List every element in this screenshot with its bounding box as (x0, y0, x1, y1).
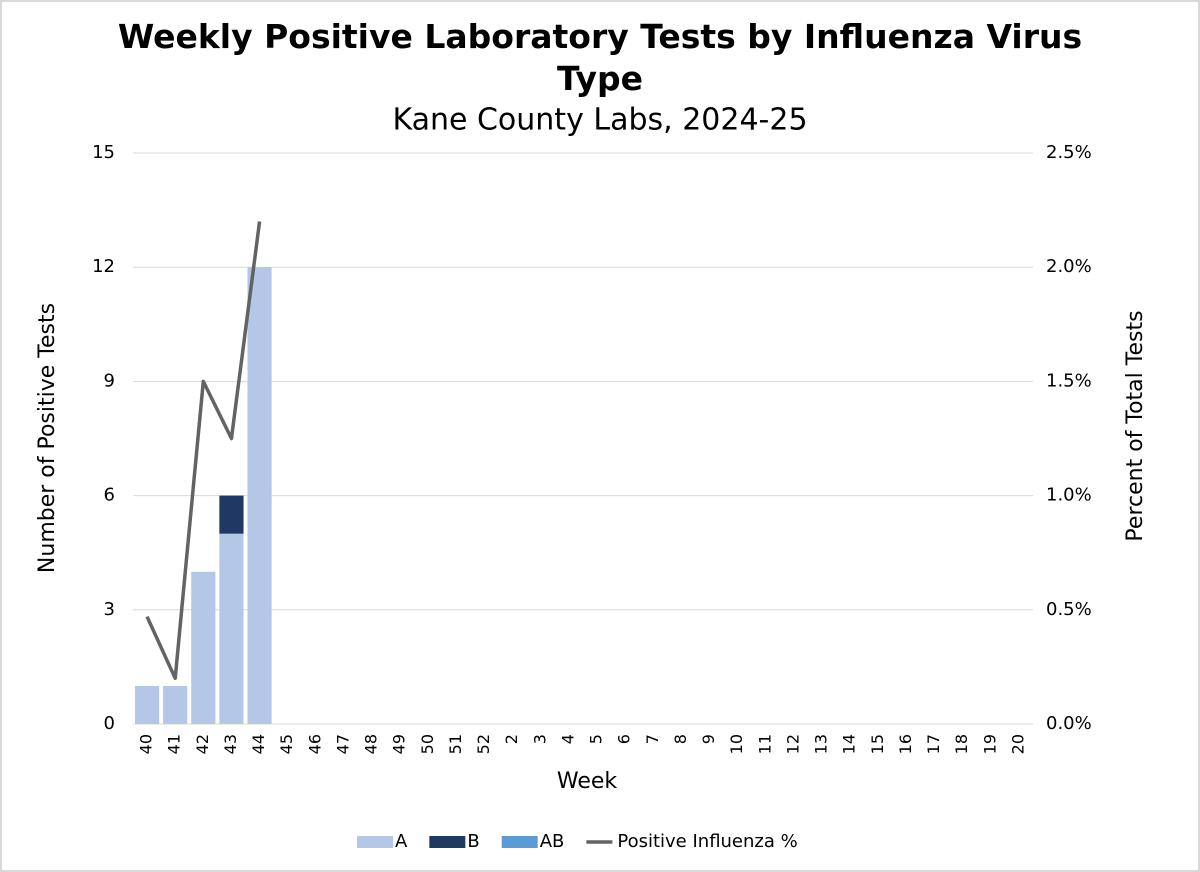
x-tick-label: 51 (446, 734, 465, 754)
x-tick-label: 2 (502, 734, 521, 744)
x-tick-label: 4 (558, 734, 577, 744)
legend-swatch (501, 836, 538, 848)
y2-tick-label: 1.5% (1046, 370, 1092, 391)
x-tick-label: 3 (530, 734, 549, 744)
x-tick-label: 14 (840, 734, 859, 754)
x-tick-label: 49 (390, 734, 409, 754)
y2-tick-label: 2.0% (1046, 256, 1092, 277)
x-tick-label: 12 (783, 734, 802, 754)
bar (134, 685, 160, 724)
y2-tick-label: 0.0% (1046, 713, 1092, 734)
legend-label: A (395, 831, 408, 852)
x-tick-label: 50 (418, 734, 437, 754)
x-tick-label: 52 (474, 734, 493, 754)
x-tick-label: 15 (868, 734, 887, 754)
legend-swatch (429, 836, 466, 848)
legend-label: AB (540, 831, 565, 852)
y-axis-title: Number of Positive Tests (35, 303, 60, 573)
bar (247, 267, 272, 724)
chart-title: Weekly Positive Laboratory Tests by Infl… (117, 17, 1083, 98)
x-tick-label: 6 (615, 734, 634, 744)
y-tick-label: 9 (104, 370, 115, 391)
legend-swatch (357, 836, 393, 848)
x-tick-label: 9 (699, 734, 718, 744)
bar (219, 533, 244, 724)
y-tick-label: 15 (92, 142, 115, 163)
legend-label: B (467, 831, 479, 852)
y2-tick-label: 2.5% (1046, 142, 1092, 163)
x-tick-label: 13 (812, 734, 831, 754)
x-tick-label: 5 (587, 734, 606, 744)
x-tick-label: 8 (671, 734, 690, 744)
legend-label: Positive Influenza % (617, 831, 797, 852)
x-tick-label: 17 (924, 734, 943, 754)
x-tick-label: 46 (305, 734, 324, 754)
x-axis-title: Week (557, 769, 618, 794)
x-tick-label: 11 (755, 734, 774, 754)
y-tick-label: 3 (104, 599, 115, 620)
x-tick-label: 10 (727, 734, 746, 754)
y2-tick-label: 1.0% (1046, 485, 1092, 506)
x-tick-label: 48 (362, 734, 381, 754)
line (145, 221, 262, 681)
y-tick-label: 12 (92, 256, 115, 277)
bar (219, 495, 244, 534)
x-tick-label: 19 (980, 734, 999, 754)
y-tick-label: 6 (104, 485, 115, 506)
x-tick-label: 42 (193, 734, 212, 754)
bar (191, 571, 216, 724)
x-tick-label: 43 (221, 734, 240, 754)
bar (163, 685, 188, 724)
x-tick-label: 44 (249, 734, 268, 754)
x-tick-label: 47 (333, 734, 352, 754)
y2-axis-title: Percent of Total Tests (1123, 310, 1148, 541)
x-tick-label: 41 (165, 734, 184, 754)
x-tick-label: 16 (896, 734, 915, 754)
y-tick-label: 0 (104, 713, 115, 734)
x-tick-label: 40 (137, 734, 156, 754)
x-tick-label: 7 (643, 734, 662, 744)
chart-subtitle: Kane County Labs, 2024-25 (392, 103, 807, 138)
y2-tick-label: 0.5% (1046, 599, 1092, 620)
x-tick-label: 20 (1008, 734, 1027, 754)
x-tick-label: 18 (952, 734, 971, 754)
x-tick-label: 45 (277, 734, 296, 754)
